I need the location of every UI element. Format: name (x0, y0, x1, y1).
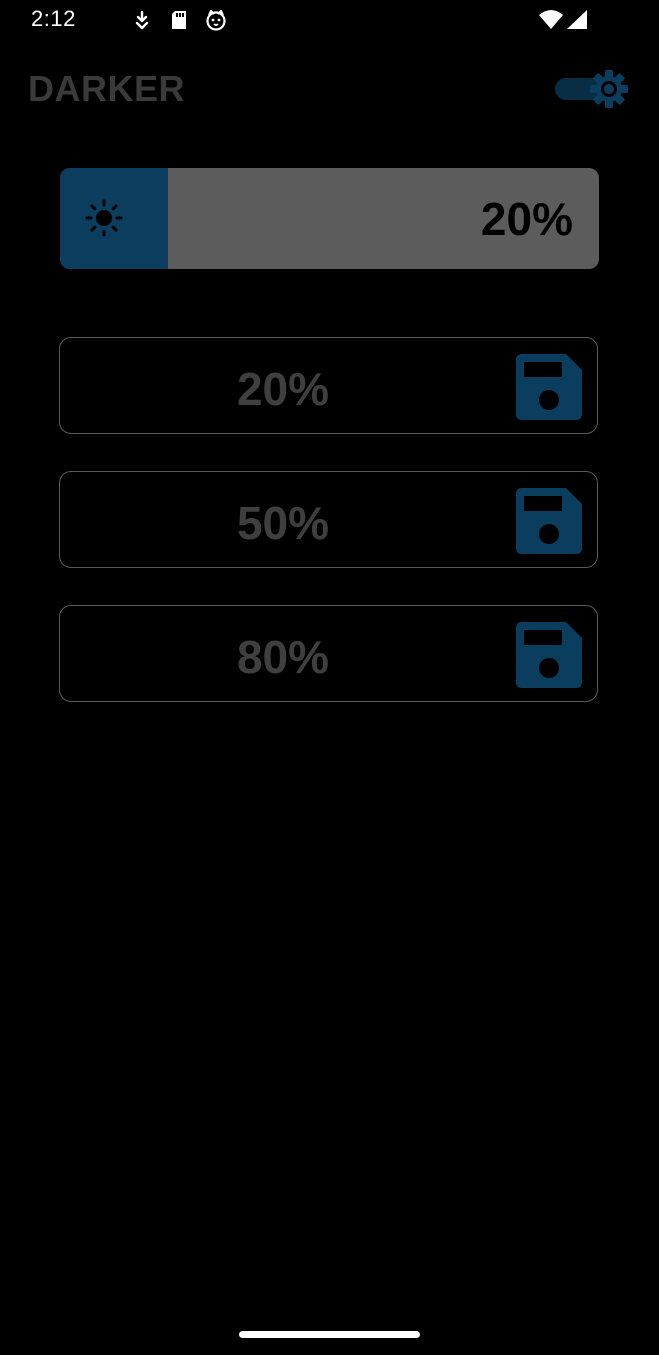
save-icon[interactable] (516, 354, 582, 420)
preset-label: 80% (236, 631, 330, 683)
app-title: DARKER (28, 68, 186, 109)
sd-card-icon (168, 9, 190, 31)
brightness-value: 20% (480, 193, 573, 245)
cell-signal-icon (566, 9, 588, 31)
preset-button-3[interactable]: 80% (59, 605, 598, 702)
gear-icon (590, 70, 628, 108)
preset-button-1[interactable]: 20% (59, 337, 598, 434)
cat-face-icon (205, 9, 227, 31)
preset-button-2[interactable]: 50% (59, 471, 598, 568)
save-icon[interactable] (516, 622, 582, 688)
status-bar: 2:12 (0, 0, 659, 44)
download-arrow-icon (131, 9, 153, 31)
theme-toggle[interactable] (553, 70, 629, 108)
save-icon[interactable] (516, 488, 582, 554)
brightness-slider-fill (60, 168, 168, 269)
wifi-icon (538, 9, 564, 31)
brightness-slider[interactable]: 20% (60, 168, 599, 269)
status-time: 2:12 (31, 6, 76, 31)
sun-icon (84, 198, 124, 238)
preset-label: 50% (236, 497, 330, 549)
home-indicator[interactable] (239, 1331, 420, 1338)
preset-label: 20% (236, 363, 330, 415)
